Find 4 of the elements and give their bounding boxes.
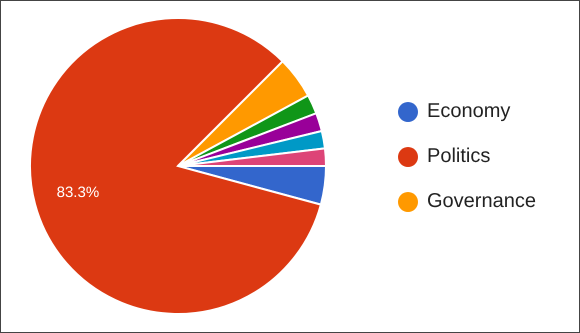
legend-label: Politics: [427, 145, 490, 168]
data-label: 83.3%: [56, 184, 100, 202]
legend-label: Economy: [427, 100, 510, 123]
legend-label: Governance: [427, 190, 536, 213]
